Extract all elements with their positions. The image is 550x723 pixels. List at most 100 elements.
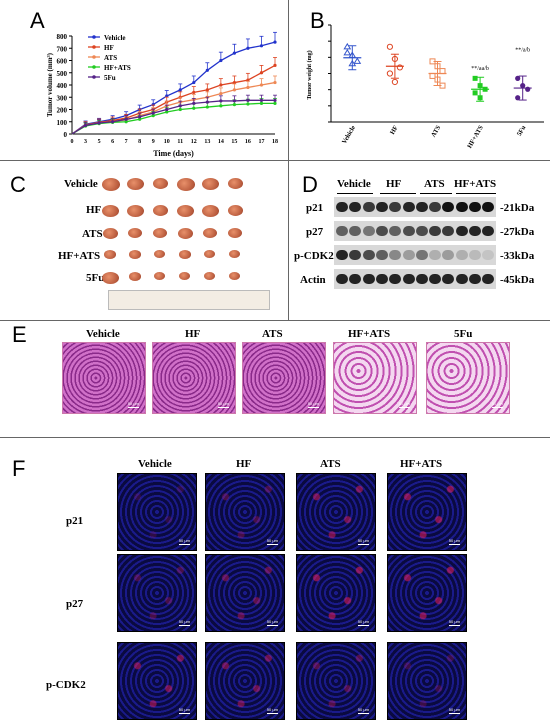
legend-label: ATS	[104, 54, 117, 62]
blot-band	[336, 202, 348, 212]
blot-band	[362, 274, 375, 284]
legend-label: 5Fu	[104, 74, 116, 82]
blot-strip-p21	[334, 197, 496, 217]
photo-label-hf: HF	[86, 204, 102, 216]
y-tick-label: 200	[57, 107, 68, 115]
if-row-p27: p27	[66, 598, 84, 610]
if-col-hf: HF	[236, 458, 252, 470]
legend-marker	[92, 45, 96, 49]
blot-band	[415, 226, 428, 236]
if-image-p27-hf-ats: 50 μm	[387, 554, 467, 632]
blot-band	[375, 274, 388, 284]
data-point	[396, 64, 404, 71]
if-image-p21-ats: 50 μm	[296, 473, 376, 551]
data-point	[178, 107, 182, 112]
data-point	[205, 68, 209, 72]
data-point	[429, 72, 436, 79]
y-tick-label: 600	[57, 58, 68, 66]
blot-band	[362, 226, 375, 236]
scale-bar: 50 μm	[266, 707, 278, 712]
if-row-p-cdk2: p-CDK2	[46, 679, 86, 691]
blot-band	[349, 250, 362, 260]
he-label-vehicle: Vehicle	[86, 328, 120, 340]
data-point	[525, 86, 531, 92]
scale-bar: 50 μm	[448, 707, 460, 712]
x-tick-label: 6	[111, 139, 114, 145]
data-point	[259, 101, 264, 105]
data-point	[273, 63, 277, 67]
data-point	[178, 88, 182, 92]
kda-45: -45kDa	[500, 274, 535, 286]
blot-band	[455, 226, 468, 236]
divider-2	[0, 320, 550, 321]
scale-bar: 50 μm	[266, 619, 278, 624]
data-point	[151, 111, 155, 115]
kda-27: -27kDa	[500, 226, 535, 238]
data-point	[246, 102, 250, 106]
tumor-sample	[103, 250, 117, 259]
panel-label-e: E	[12, 322, 27, 347]
if-image-p27-hf: 50 μm	[205, 554, 285, 632]
divider-1	[0, 160, 550, 161]
scale-bar: 50 μm	[398, 401, 410, 406]
data-point	[165, 107, 169, 112]
blot-band	[389, 250, 402, 260]
blot-col-hf: HF	[386, 178, 402, 190]
blot-band	[442, 226, 455, 236]
series-line-5fu	[71, 99, 275, 135]
he-label-hf: HF	[185, 328, 201, 340]
tumor-sample	[102, 228, 118, 239]
if-col-vehicle: Vehicle	[138, 458, 172, 470]
data-point	[391, 78, 399, 86]
if-image-p-cdk2-ats: 50 μm	[296, 642, 376, 720]
he-image-hf-ats: 50 μm	[333, 342, 417, 414]
data-point	[472, 90, 478, 96]
data-point	[138, 115, 142, 119]
blot-band	[402, 202, 415, 212]
blot-band	[375, 202, 388, 212]
blot-band	[429, 274, 442, 284]
x-tick-label: 10	[164, 139, 170, 145]
photo-label-hf-ats: HF+ATS	[58, 250, 101, 262]
blot-band	[389, 202, 402, 212]
data-point	[219, 58, 223, 63]
blot-band	[375, 250, 388, 260]
blot-band	[482, 202, 495, 212]
x-tick-label: 11	[177, 139, 183, 145]
photo-label-ats: ATS	[82, 228, 103, 240]
if-image-p21-vehicle: 50 μm	[117, 473, 197, 551]
divider-3	[0, 437, 550, 438]
category-label: HF+ATS	[466, 124, 485, 149]
data-point	[259, 71, 264, 75]
data-point	[205, 105, 209, 109]
blot-band	[455, 202, 468, 212]
tumor-sample	[203, 228, 217, 238]
legend-label: Vehicle	[104, 34, 126, 42]
x-tick-label: 9	[152, 139, 155, 145]
y-tick-label: 700	[57, 45, 68, 53]
legend-marker	[92, 55, 96, 59]
if-image-p27-vehicle: 50 μm	[117, 554, 197, 632]
legend-label: HF	[104, 44, 114, 52]
tumor-sample	[202, 178, 219, 190]
data-point	[165, 110, 169, 114]
data-point	[515, 95, 521, 101]
data-point	[439, 68, 446, 75]
x-tick-label: 17	[258, 139, 264, 145]
data-point	[205, 88, 209, 92]
blot-band	[336, 274, 348, 284]
tumor-sample	[229, 250, 241, 258]
photo-label-5fu: 5Fu	[86, 272, 105, 284]
tumor-sample	[177, 228, 193, 239]
legend-label: HF+ATS	[104, 64, 131, 72]
panel-label-a: A	[30, 8, 45, 33]
blot-band	[482, 250, 495, 260]
data-point	[246, 46, 250, 50]
data-point	[219, 83, 223, 87]
if-col-ats: ATS	[320, 458, 341, 470]
blot-band	[402, 274, 415, 284]
blot-band	[442, 202, 455, 212]
data-point	[232, 51, 236, 55]
tumor-sample	[128, 272, 142, 281]
legend-marker	[92, 35, 96, 39]
